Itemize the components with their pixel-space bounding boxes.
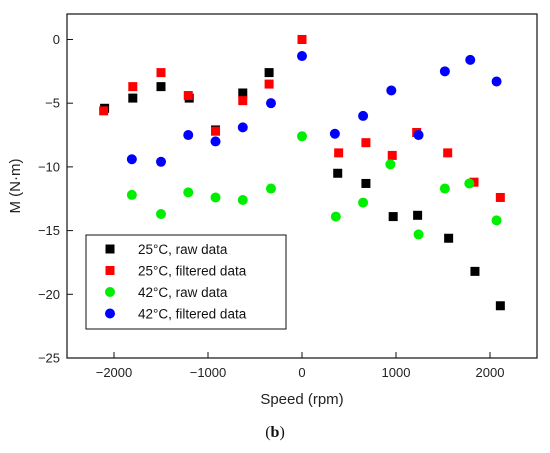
- scatter-chart: −2000 −1000 0 1000 2000 0 −5 −10 −15 −20 −25 25°C,…: [7, 13, 538, 408]
- data-point: [264, 79, 274, 89]
- y-tick-label: −15: [38, 223, 60, 238]
- data-point: [264, 68, 274, 78]
- data-point: [491, 215, 502, 226]
- data-point: [237, 195, 248, 206]
- y-tick-label: −5: [45, 96, 60, 111]
- data-point: [358, 110, 369, 121]
- data-point: [126, 154, 137, 165]
- series-3: [126, 51, 502, 167]
- data-point: [444, 233, 454, 243]
- legend-marker: [105, 287, 115, 297]
- data-point: [386, 85, 397, 96]
- data-point: [385, 159, 396, 170]
- data-point: [210, 136, 221, 147]
- legend-label: 42°C, filtered data: [138, 307, 247, 322]
- x-tick-label: 1000: [382, 365, 411, 380]
- caption-open: (: [265, 424, 271, 441]
- data-point: [297, 34, 307, 44]
- data-point: [265, 98, 276, 109]
- data-point: [358, 197, 369, 208]
- data-point: [470, 266, 480, 276]
- data-points: [99, 34, 505, 311]
- legend-marker: [105, 266, 115, 275]
- caption-letter: b: [270, 424, 280, 441]
- data-point: [128, 82, 138, 92]
- legend-label: 25°C, filtered data: [138, 264, 247, 279]
- x-tick-label: −1000: [190, 365, 227, 380]
- x-tick-label: 0: [298, 365, 305, 380]
- data-point: [237, 122, 248, 133]
- data-point: [491, 76, 502, 87]
- data-point: [297, 51, 307, 62]
- legend-marker: [105, 308, 115, 319]
- y-tick-label: −20: [38, 287, 60, 302]
- data-point: [126, 189, 137, 200]
- y-tick-label: −10: [38, 159, 60, 174]
- data-point: [388, 212, 398, 222]
- x-tick-label: −2000: [96, 365, 133, 380]
- data-point: [464, 178, 475, 189]
- data-point: [128, 93, 138, 103]
- series-2: [126, 131, 502, 240]
- legend-box: [85, 234, 287, 330]
- data-point: [183, 91, 193, 101]
- x-axis-title: Speed (rpm): [260, 391, 343, 408]
- data-point: [361, 178, 371, 188]
- data-point: [183, 187, 194, 198]
- data-point: [156, 68, 166, 78]
- legend-marker: [105, 244, 115, 254]
- axis-ticks: −2000 −1000 0 1000 2000 0 −5 −10 −15 −20 −25: [38, 32, 505, 380]
- y-tick-label: −25: [38, 351, 60, 366]
- data-point: [297, 131, 307, 142]
- data-point: [183, 130, 194, 141]
- data-point: [361, 138, 371, 148]
- data-point: [265, 183, 276, 194]
- data-point: [495, 192, 505, 202]
- data-point: [99, 106, 109, 116]
- legend-label: 42°C, raw data: [138, 285, 228, 300]
- data-point: [413, 229, 424, 240]
- data-point: [156, 156, 166, 167]
- data-point: [495, 301, 505, 311]
- data-point: [238, 88, 248, 98]
- y-tick-label: 0: [53, 32, 60, 47]
- data-point: [387, 150, 397, 160]
- data-point: [413, 130, 424, 141]
- data-point: [210, 192, 221, 203]
- data-point: [413, 210, 423, 220]
- y-axis-title: M (N·m): [7, 159, 24, 214]
- data-point: [439, 183, 450, 194]
- figure-caption: (b): [0, 424, 550, 442]
- data-point: [156, 209, 166, 220]
- data-point: [329, 128, 340, 139]
- data-point: [439, 66, 450, 77]
- x-tick-label: 2000: [476, 365, 505, 380]
- caption-close: ): [279, 424, 285, 441]
- data-point: [443, 148, 453, 158]
- data-point: [156, 82, 166, 92]
- legend-label: 25°C, raw data: [138, 242, 228, 257]
- data-point: [465, 54, 476, 65]
- data-point: [333, 168, 343, 178]
- legend: 25°C, raw data 25°C, filtered data 42°C, r…: [85, 234, 287, 330]
- data-point: [330, 211, 341, 222]
- data-point: [334, 148, 344, 158]
- data-point: [238, 96, 248, 106]
- data-point: [211, 126, 221, 136]
